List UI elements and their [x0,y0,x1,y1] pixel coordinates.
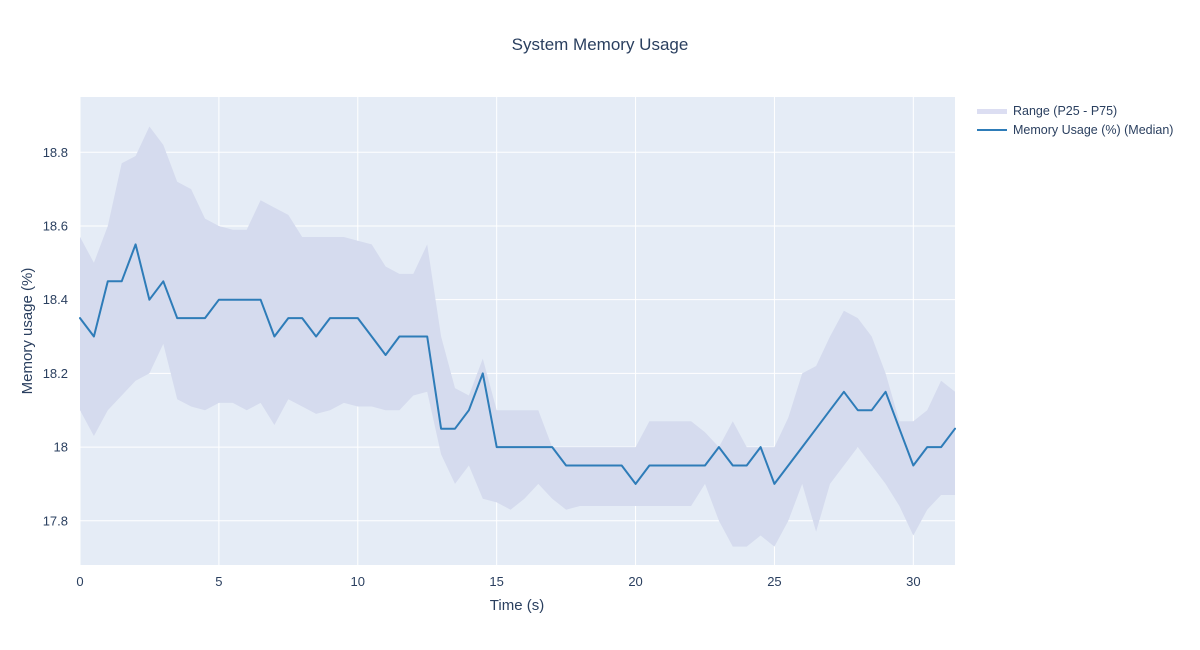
legend-label-median: Memory Usage (%) (Median) [1013,123,1174,137]
x-axis-title: Time (s) [490,597,544,614]
plot-layer: 0 5 10 15 20 25 30 17.8 18 18.2 18.4 18.6 18.8 [43,97,956,589]
x-tick-label: 5 [215,574,222,589]
y-tick-label: 18 [54,440,68,455]
legend-item-range[interactable]: Range (P25 - P75) [977,104,1173,118]
legend-label-range: Range (P25 - P75) [1013,104,1118,118]
median-line-swatch [977,128,1007,132]
x-tick-label: 30 [906,574,920,589]
legend: Range (P25 - P75) Memory Usage (%) (Medi… [977,104,1173,137]
range-band-swatch [977,108,1007,114]
chart-title: System Memory Usage [512,35,689,54]
x-tick-label: 10 [351,574,365,589]
y-axis-title: Memory usage (%) [19,268,36,395]
y-tick-label: 18.8 [43,145,68,160]
x-tick-label: 0 [76,574,83,589]
x-tick-label: 25 [767,574,781,589]
y-tick-label: 18.6 [43,218,68,233]
median-line [79,243,956,485]
y-tick-label: 18.4 [43,292,68,307]
y-tick-label: 18.2 [43,366,68,381]
y-tick-label: 17.8 [43,513,68,528]
legend-item-median[interactable]: Memory Usage (%) (Median) [977,123,1173,137]
x-tick-label: 20 [628,574,642,589]
x-tick-label: 15 [489,574,503,589]
range-band [80,126,955,547]
